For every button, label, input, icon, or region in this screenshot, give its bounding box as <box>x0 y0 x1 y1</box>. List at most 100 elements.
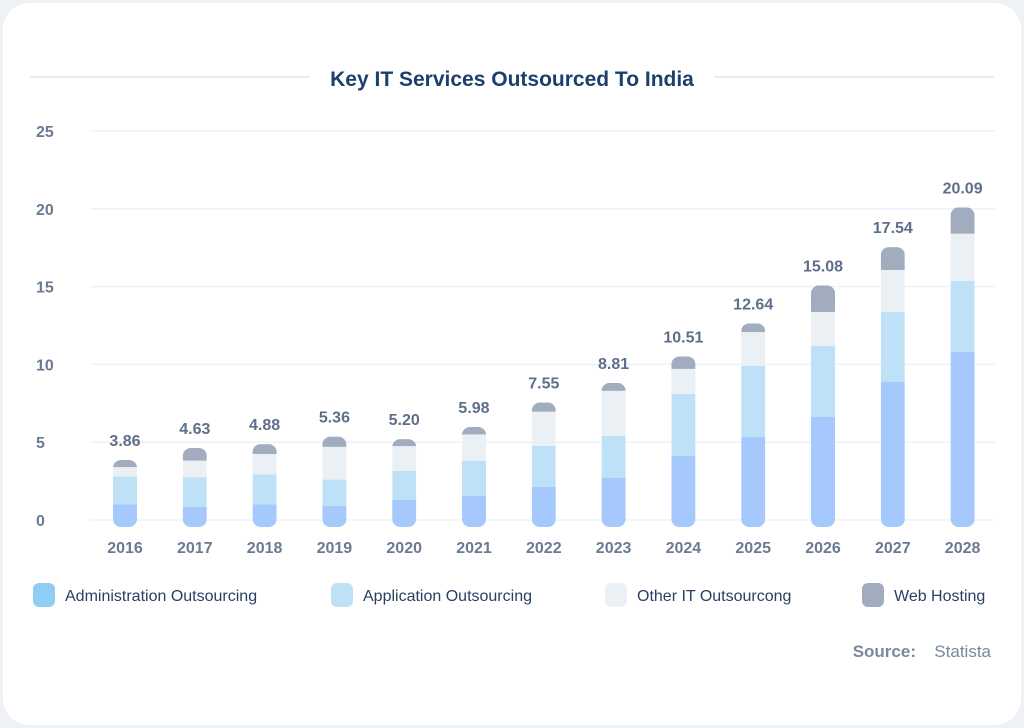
bar-stack-2028: 20.09 2028 <box>943 180 983 557</box>
bar-segment <box>950 233 975 281</box>
data-label: 8.81 <box>598 356 629 373</box>
data-label: 7.55 <box>528 376 559 393</box>
y-tick-label: 15 <box>36 280 54 297</box>
bar-segment <box>531 411 556 446</box>
legend-label: Other IT Outsourcong <box>637 588 791 605</box>
data-label: 12.64 <box>733 296 773 313</box>
legend-item[interactable]: Web Hosting <box>862 583 985 607</box>
data-label: 3.86 <box>109 433 140 450</box>
bar-segment <box>462 496 486 527</box>
legend-label: Administration Outsourcing <box>65 588 257 605</box>
bar-segment <box>880 269 905 312</box>
bar-stack-2020: 5.20 2020 <box>386 412 422 557</box>
x-tick-label: 2017 <box>177 540 213 557</box>
x-tick-label: 2028 <box>945 540 981 557</box>
bar-segment <box>531 487 556 527</box>
bar-stack-2021: 5.98 2021 <box>456 400 492 557</box>
bar-segment <box>811 285 835 312</box>
bar-segment <box>811 416 835 527</box>
data-label: 15.08 <box>803 258 843 275</box>
legend-label: Application Outsourcing <box>363 588 532 605</box>
bar-segment <box>113 504 137 527</box>
bar-segment <box>462 426 486 435</box>
legend-item[interactable]: Application Outsourcing <box>331 583 532 607</box>
bar-segment <box>950 280 975 352</box>
bar-stack-2026: 15.08 2026 <box>803 258 843 557</box>
bar-stack-2018: 4.88 2018 <box>247 417 283 557</box>
x-tick-label: 2020 <box>386 540 422 557</box>
bar-segment <box>392 499 417 527</box>
y-tick-label: 5 <box>36 435 45 452</box>
data-label: 5.20 <box>389 412 420 429</box>
bar-segment <box>601 382 626 391</box>
data-label: 20.09 <box>943 180 983 197</box>
bar-stack-2019: 5.36 2019 <box>317 410 353 557</box>
bar-segment <box>252 504 277 527</box>
bar-segment <box>322 446 347 480</box>
bar-segment <box>392 470 417 500</box>
legend-item[interactable]: Administration Outsourcing <box>33 583 257 607</box>
bar-segment <box>671 368 696 394</box>
x-tick-label: 2027 <box>875 540 911 557</box>
data-label: 5.36 <box>319 410 350 427</box>
source-label: Source: <box>853 642 916 661</box>
bar-segment <box>322 505 347 527</box>
y-tick-label: 20 <box>36 202 54 219</box>
legend-swatch <box>862 583 884 607</box>
bar-segment <box>671 456 696 527</box>
bar-stack-2024: 10.51 2024 <box>663 329 703 557</box>
data-label: 5.98 <box>458 400 489 417</box>
x-tick-label: 2018 <box>247 540 283 557</box>
bar-segment <box>601 390 626 436</box>
y-tick-label: 0 <box>36 513 45 530</box>
bar-segment <box>182 477 207 507</box>
bar-segment <box>392 439 417 447</box>
source-value: Statista <box>934 642 991 661</box>
bar-segment <box>182 460 207 478</box>
bar-segment <box>392 446 417 471</box>
bar-segment <box>322 436 347 447</box>
bar-segment <box>950 207 975 234</box>
legend-swatch <box>331 583 353 607</box>
bar-segment <box>252 454 277 475</box>
bar-segment <box>671 356 696 369</box>
bar-segment <box>880 247 905 270</box>
bar-stack-2017: 4.63 2017 <box>177 421 213 557</box>
x-tick-label: 2023 <box>596 540 632 557</box>
legend-label: Web Hosting <box>894 588 985 605</box>
x-tick-label: 2016 <box>107 540 143 557</box>
x-tick-label: 2021 <box>456 540 492 557</box>
x-tick-label: 2024 <box>666 540 702 557</box>
bar-segment <box>531 445 556 488</box>
bar-segment <box>462 434 486 461</box>
legend-swatch <box>33 583 55 607</box>
y-tick-label: 25 <box>36 124 54 141</box>
bar-stack-2023: 8.81 2023 <box>596 356 632 557</box>
bar-segment <box>811 311 835 347</box>
data-label: 17.54 <box>873 220 913 237</box>
y-tick-label: 10 <box>36 357 54 374</box>
bar-segment <box>462 460 486 497</box>
bar-segment <box>741 437 766 527</box>
x-tick-label: 2026 <box>805 540 841 557</box>
bar-segment <box>880 381 905 527</box>
bar-segment <box>741 332 766 366</box>
bar-segment <box>601 477 626 527</box>
bar-segment <box>322 479 347 506</box>
data-label: 10.51 <box>663 329 703 346</box>
data-label: 4.88 <box>249 417 280 434</box>
legend-swatch <box>605 583 627 607</box>
bar-segment <box>531 402 556 412</box>
bar-segment <box>880 311 905 382</box>
bar-segment <box>811 346 835 417</box>
bar-segment <box>601 435 626 478</box>
bar-segment <box>252 474 277 505</box>
data-label: 4.63 <box>179 421 210 438</box>
x-tick-label: 2025 <box>735 540 771 557</box>
x-tick-label: 2022 <box>526 540 562 557</box>
bar-segment <box>950 351 975 527</box>
bar-stack-2025: 12.64 2025 <box>733 296 773 557</box>
bar-segment <box>671 393 696 457</box>
legend-item[interactable]: Other IT Outsourcong <box>605 583 791 607</box>
